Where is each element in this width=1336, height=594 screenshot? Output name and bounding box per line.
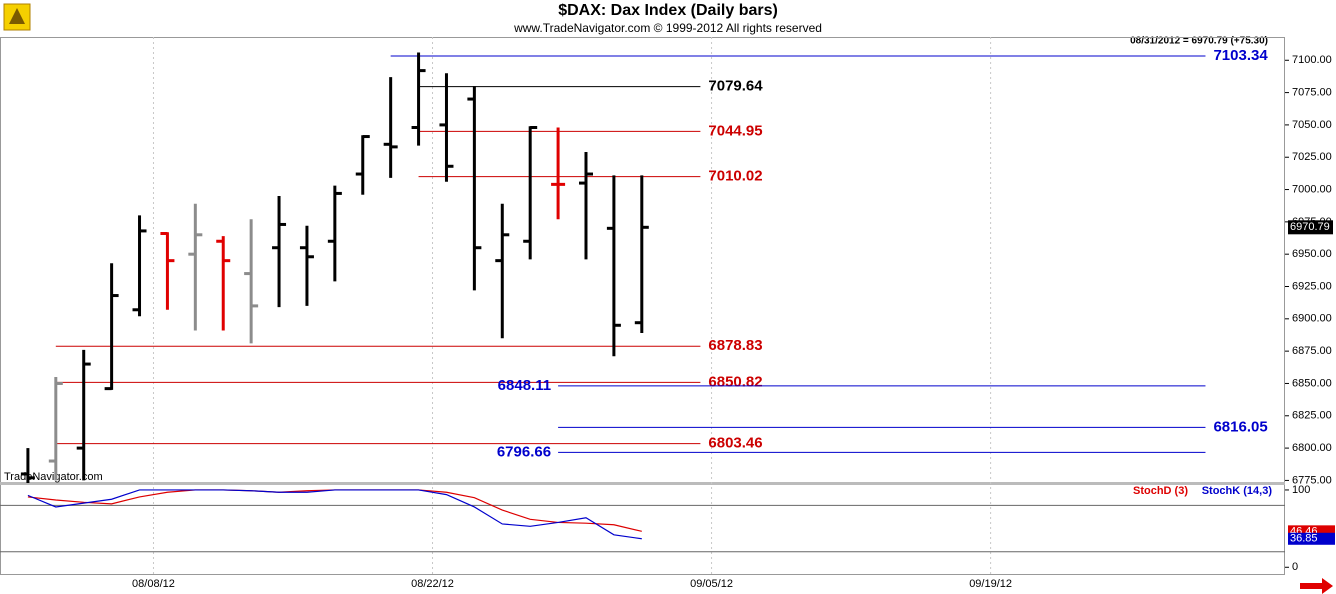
level-label: 7010.02 — [708, 168, 762, 185]
chart-subtitle: www.TradeNavigator.com © 1999-2012 All r… — [513, 21, 822, 35]
y-tick-label: 7075.00 — [1292, 86, 1332, 98]
stoch-line — [27, 489, 642, 540]
last-value-label: 6970.79 — [1290, 221, 1330, 233]
ohlc-bar — [523, 125, 538, 260]
level-label: 6850.82 — [708, 373, 762, 390]
ohlc-bar — [383, 77, 398, 178]
y-tick-label: 100 — [1292, 484, 1310, 496]
ohlc-bar — [132, 215, 147, 317]
level-label: 6803.46 — [708, 435, 762, 452]
ohlc-bar — [216, 236, 231, 331]
level-label: 7079.64 — [708, 78, 763, 95]
last-value-label: 36.85 — [1290, 533, 1318, 545]
ohlc-bar — [495, 203, 510, 339]
ohlc-bar — [411, 52, 426, 146]
ohlc-bar — [48, 376, 63, 481]
ohlc-bar — [551, 127, 566, 220]
chart-title: $DAX: Dax Index (Daily bars) — [558, 2, 778, 19]
level-label: 6816.05 — [1213, 418, 1267, 435]
ohlc-bar — [327, 185, 342, 282]
level-label: 6796.66 — [497, 443, 551, 460]
level-label: 7103.34 — [1213, 47, 1268, 64]
ohlc-bar — [104, 263, 119, 391]
ohlc-bar — [20, 448, 35, 483]
level-label: 6878.83 — [708, 337, 762, 354]
ohlc-bar — [160, 231, 175, 310]
x-tick-label: 08/08/12 — [132, 578, 175, 590]
y-tick-label: 6925.00 — [1292, 280, 1332, 292]
logo — [3, 3, 31, 31]
ohlc-bar — [272, 196, 287, 308]
ohlc-bar — [355, 135, 370, 195]
watermark: TradeNavigator.com — [4, 471, 103, 483]
ohlc-bar — [299, 225, 314, 306]
ohlc-bar — [634, 175, 649, 334]
x-tick-label: 09/19/12 — [969, 578, 1012, 590]
y-tick-label: 7025.00 — [1292, 151, 1332, 163]
ohlc-bar — [467, 86, 482, 291]
y-tick-label: 6825.00 — [1292, 410, 1332, 422]
y-tick-label: 7100.00 — [1292, 54, 1332, 66]
level-label: 7044.95 — [708, 122, 762, 139]
y-tick-label: 6875.00 — [1292, 345, 1332, 357]
y-tick-label: 6800.00 — [1292, 442, 1332, 454]
y-tick-label: 6775.00 — [1292, 474, 1332, 486]
y-tick-label: 7050.00 — [1292, 119, 1332, 131]
x-tick-label: 08/22/12 — [411, 578, 454, 590]
y-tick-label: 0 — [1292, 561, 1298, 573]
y-tick-label: 6950.00 — [1292, 248, 1332, 260]
ohlc-bar — [188, 203, 203, 331]
legend-entry: StochK (14,3) — [1202, 485, 1273, 497]
y-tick-label: 6850.00 — [1292, 377, 1332, 389]
ohlc-bar — [76, 349, 91, 481]
legend-entry: StochD (3) — [1133, 485, 1188, 497]
ohlc-bar — [578, 152, 593, 260]
x-tick-label: 09/05/12 — [690, 578, 733, 590]
ohlc-bar — [244, 219, 259, 344]
ohlc-bar — [606, 175, 621, 357]
plot-frame — [0, 37, 1285, 575]
y-tick-label: 7000.00 — [1292, 183, 1332, 195]
level-label: 6848.11 — [498, 377, 551, 394]
y-tick-label: 6900.00 — [1292, 313, 1332, 325]
ohlc-bar — [439, 73, 454, 182]
status-text: 08/31/2012 = 6970.79 (+75.30) — [1130, 36, 1268, 47]
scroll-arrow[interactable] — [1300, 578, 1333, 594]
last-value-box — [1288, 532, 1335, 545]
last-value-box — [1288, 220, 1333, 235]
